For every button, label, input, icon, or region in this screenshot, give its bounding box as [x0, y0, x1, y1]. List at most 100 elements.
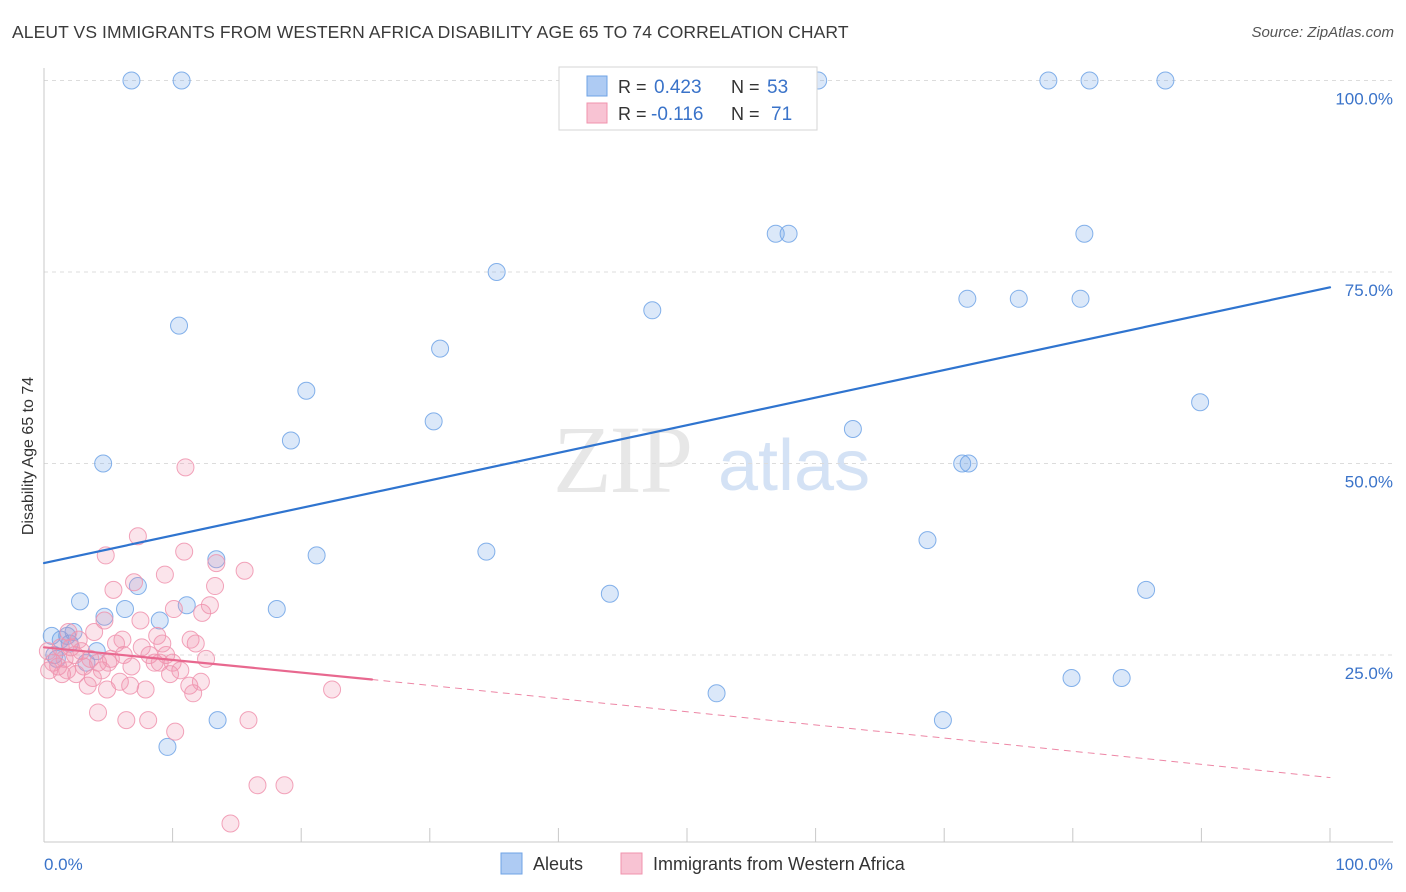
- point-aleut-19: [843, 420, 862, 439]
- series-legend-label-immigrants: Immigrants from Western Africa: [653, 854, 906, 874]
- point-aleut-26: [477, 542, 496, 561]
- trend-line-immigrants-1: [42, 646, 374, 681]
- y-tick-labels: 25.0% 50.0% 75.0% 100.0%: [1335, 90, 1393, 684]
- point-aleut-32: [71, 592, 90, 611]
- series-legend: Aleuts Immigrants from Western Africa: [500, 852, 906, 875]
- point-aleut-15: [170, 316, 189, 335]
- point-aleut-27: [207, 550, 226, 569]
- point-aleut-52: [158, 737, 177, 756]
- y-tick-label-50: 50.0%: [1345, 473, 1393, 492]
- point-aleut-35: [267, 600, 286, 619]
- point-immigrants-53: [89, 703, 108, 722]
- point-immigrants-62: [248, 776, 267, 795]
- point-aleut-49: [1112, 668, 1131, 687]
- point-immigrants-54: [117, 711, 136, 730]
- point-immigrants-66: [69, 630, 88, 649]
- point-immigrants-56: [239, 711, 258, 730]
- point-immigrants-7: [125, 573, 144, 592]
- point-aleut-28: [918, 531, 937, 550]
- trend-line-aleut-0: [42, 286, 1332, 565]
- trend-line-immigrants-2: [371, 679, 1331, 779]
- point-aleut-7: [766, 224, 785, 243]
- point-aleut-13: [1009, 289, 1028, 308]
- point-aleut-18: [424, 412, 443, 431]
- point-immigrants-52: [136, 680, 155, 699]
- point-immigrants-61: [206, 577, 225, 596]
- point-aleut-34: [150, 611, 169, 630]
- point-immigrants-12: [131, 611, 150, 630]
- point-aleut-14: [1071, 289, 1090, 308]
- chart-source: Source: ZipAtlas.com: [1251, 24, 1394, 41]
- point-immigrants-16: [85, 623, 104, 642]
- point-immigrants-59: [323, 680, 342, 699]
- watermark-atlas: atlas: [718, 426, 870, 506]
- point-immigrants-9: [200, 596, 219, 615]
- chart-title: ALEUT VS IMMIGRANTS FROM WESTERN AFRICA …: [12, 22, 849, 42]
- point-immigrants-49: [161, 665, 180, 684]
- point-aleut-6: [1156, 71, 1175, 90]
- point-immigrants-4: [207, 554, 226, 573]
- stats-legend-n-label-aleut: N =: [731, 77, 765, 97]
- point-immigrants-65: [58, 661, 77, 680]
- point-aleut-5: [1080, 71, 1099, 90]
- point-immigrants-1: [128, 527, 147, 546]
- point-immigrants-36: [153, 634, 172, 653]
- stats-legend: R = 0.423 N = 53 R = -0.116 N = 71: [558, 66, 818, 131]
- axes: [43, 68, 1393, 843]
- point-immigrants-2: [175, 542, 194, 561]
- series-legend-swatch-aleuts: [500, 852, 523, 875]
- point-aleut-4: [1039, 71, 1058, 90]
- point-aleut-24: [959, 454, 978, 473]
- point-aleut-48: [1062, 668, 1081, 687]
- stats-legend-n-label-immigrants: N =: [731, 104, 765, 124]
- y-tick-label-25: 25.0%: [1345, 664, 1393, 683]
- point-aleut-31: [116, 600, 135, 619]
- point-immigrants-44: [67, 665, 86, 684]
- point-aleut-37: [1137, 580, 1156, 599]
- point-aleut-16: [431, 339, 450, 358]
- trend-lines: [42, 286, 1332, 779]
- point-immigrants-6: [155, 565, 174, 584]
- point-immigrants-57: [166, 722, 185, 741]
- watermark-zip: ZIP: [553, 406, 691, 513]
- x-tick-label-max: 100.0%: [1335, 855, 1393, 874]
- point-aleut-9: [1075, 224, 1094, 243]
- stats-legend-r-label-immigrants: R =: [618, 104, 652, 124]
- point-aleut-22: [94, 454, 113, 473]
- point-aleut-1: [172, 71, 191, 90]
- point-aleut-50: [208, 711, 227, 730]
- x-tick-label-min: 0.0%: [44, 855, 83, 874]
- x-tick-marks: [43, 828, 1331, 842]
- point-immigrants-8: [104, 580, 123, 599]
- stats-legend-r-value-aleut: 0.423: [654, 77, 702, 98]
- point-immigrants-39: [171, 661, 190, 680]
- stats-legend-r-label-aleut: R =: [618, 77, 652, 97]
- stats-legend-swatch-aleut: [586, 75, 608, 97]
- point-immigrants-32: [122, 657, 141, 676]
- y-tick-label-100: 100.0%: [1335, 90, 1393, 109]
- point-immigrants-11: [95, 611, 114, 630]
- y-tick-label-75: 75.0%: [1345, 281, 1393, 300]
- stats-legend-swatch-immigrants: [586, 102, 608, 124]
- point-aleut-25: [307, 546, 326, 565]
- stats-legend-n-value-aleut: 53: [767, 77, 788, 98]
- point-aleut-33: [95, 607, 114, 626]
- point-immigrants-48: [121, 676, 140, 695]
- point-immigrants-10: [164, 600, 183, 619]
- point-immigrants-40: [186, 634, 205, 653]
- point-immigrants-63: [275, 776, 294, 795]
- point-immigrants-67: [83, 668, 102, 687]
- point-immigrants-55: [139, 711, 158, 730]
- point-immigrants-38: [163, 653, 182, 672]
- point-immigrants-64: [221, 814, 240, 833]
- point-immigrants-69: [113, 630, 132, 649]
- point-immigrants-15: [59, 623, 78, 642]
- point-aleut-36: [600, 584, 619, 603]
- point-aleut-47: [707, 684, 726, 703]
- stats-legend-r-value-immigrants: -0.116: [651, 104, 703, 125]
- point-aleut-8: [779, 224, 798, 243]
- point-immigrants-70: [150, 653, 169, 672]
- point-aleut-23: [953, 454, 972, 473]
- point-immigrants-58: [184, 684, 203, 703]
- point-immigrants-5: [235, 561, 254, 580]
